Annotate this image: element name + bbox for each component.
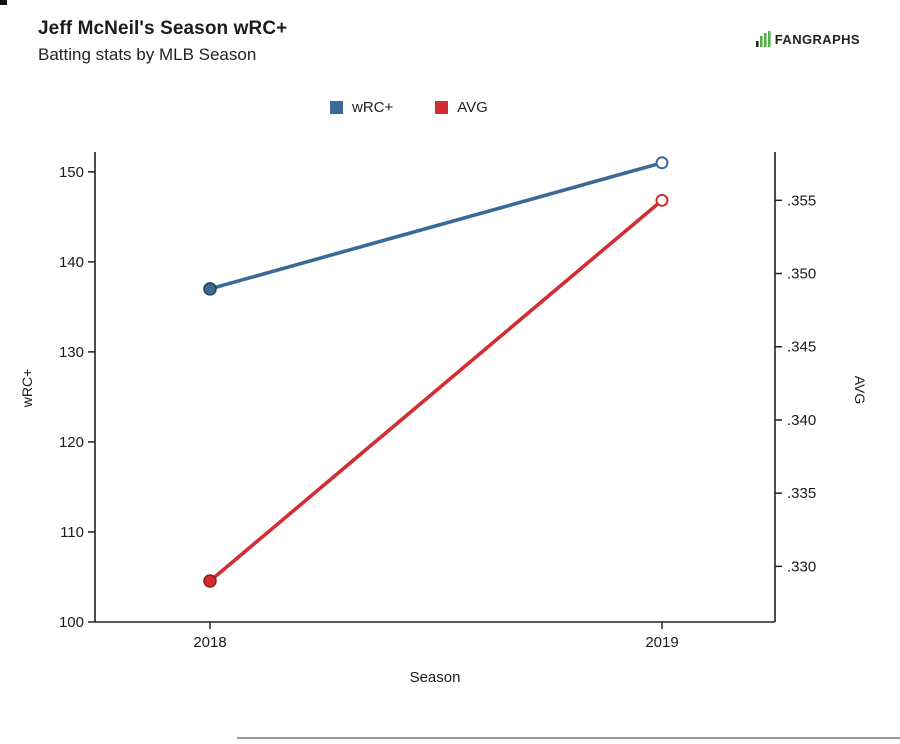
legend-label: wRC+ [352,99,394,116]
legend-item-avg[interactable]: AVG [435,99,488,116]
right-axis-tick-label: .335 [787,485,816,502]
chart-title: Jeff McNeil's Season wRC+ [38,18,288,39]
legend-label: AVG [457,99,488,116]
left-axis-tick-label: 120 [59,434,84,451]
right-axis-tick-label: .330 [787,558,816,575]
right-axis-tick-label: .350 [787,266,816,283]
left-axis-tick-label: 140 [59,254,84,271]
right-axis-tick-label: .345 [787,339,816,356]
corner-mark [0,0,7,5]
data-point-wrc-2019[interactable] [655,156,669,170]
legend-item-wrc[interactable]: wRC+ [330,99,393,116]
right-axis-tick-label: .340 [787,412,816,429]
data-point-avg-2019[interactable] [655,193,669,207]
series-line-wrc [208,161,664,291]
x-axis-title: Season [410,669,461,686]
left-axis-tick-label: 100 [59,614,84,631]
series-line-avg [208,198,664,583]
fangraphs-logo-icon [755,31,771,47]
fangraphs-logo: FANGRAPHS [755,31,860,47]
left-axis-tick-label: 130 [59,344,84,361]
fangraphs-logo-text: FANGRAPHS [774,31,860,47]
left-axis-title: wRC+ [19,369,35,409]
legend-swatch [435,101,449,114]
chart-legend: wRC+ AVG [330,99,488,116]
x-axis-tick-label: 2019 [645,634,678,651]
x-axis-tick-label: 2018 [193,634,226,651]
data-point-avg-2018[interactable] [203,574,217,588]
left-axis-tick-label: 150 [59,164,84,181]
chart-subtitle: Batting stats by MLB Season [38,45,257,64]
chart-header: Jeff McNeil's Season wRC+ Batting stats … [38,18,287,65]
bottom-divider [237,737,900,739]
right-axis-title: AVG [852,376,868,405]
right-axis-tick-label: .355 [787,192,816,209]
legend-swatch [330,101,343,114]
data-point-wrc-2018[interactable] [203,282,217,296]
left-axis-tick-label: 110 [60,524,84,541]
